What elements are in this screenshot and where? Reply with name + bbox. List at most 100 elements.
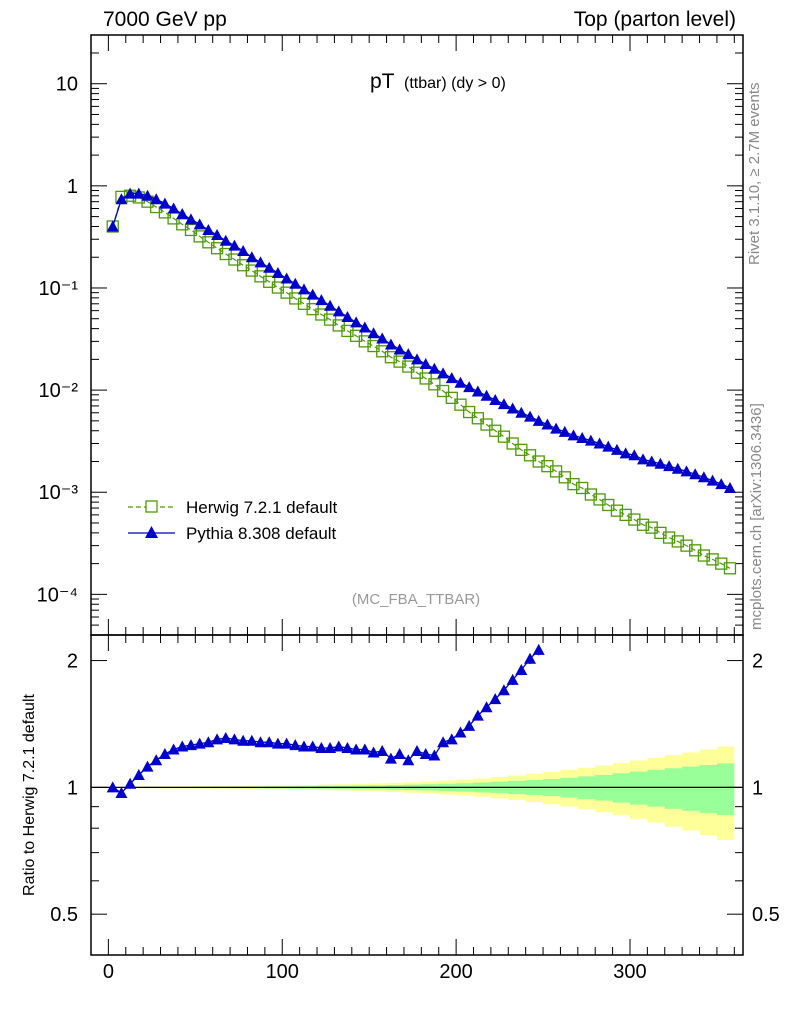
ratio-point (402, 754, 415, 766)
x-tick-label: 200 (439, 961, 472, 983)
main-frame (90, 34, 744, 636)
ratio-point (132, 768, 145, 780)
pythia-point (115, 193, 128, 205)
herwig-point (662, 531, 676, 544)
ratio-point (358, 743, 371, 755)
ratio-point (324, 742, 337, 754)
pythia-point (645, 455, 658, 467)
pythia-point (176, 208, 189, 220)
y-tick-label: 10⁻¹ (39, 278, 79, 300)
ratio-point (306, 740, 319, 752)
herwig-point (654, 526, 667, 540)
herwig-point (706, 553, 719, 566)
pythia-point (297, 283, 310, 295)
pythia-point (463, 381, 476, 393)
pythia-point (454, 376, 467, 388)
pythia-point (254, 256, 267, 268)
herwig-point (576, 481, 589, 495)
ratio-point (193, 737, 206, 749)
pythia-point (384, 338, 397, 350)
ratio-ylabel: Ratio to Herwig 7.2.1 default (21, 694, 38, 896)
pythia-point (689, 468, 702, 480)
pythia-point (706, 474, 719, 486)
y-tick-label: 10⁻⁴ (37, 584, 78, 606)
ratio-point (393, 748, 406, 760)
pythia-point (497, 398, 510, 410)
herwig-point (436, 384, 450, 398)
ratio-line (112, 649, 540, 794)
pythia-point (184, 213, 197, 225)
ratio-point (141, 760, 154, 772)
pythia-point (619, 447, 632, 459)
pythia-point (228, 239, 241, 251)
ratio-y-tick-label-left: 2 (67, 651, 78, 673)
pythia-point (280, 272, 293, 284)
band-outer (108, 746, 735, 841)
pythia-point (576, 431, 589, 443)
legend-herwig-marker (145, 500, 158, 513)
x-tick-label: 100 (266, 961, 299, 983)
pythia-point (263, 261, 276, 273)
pythia-point (271, 267, 284, 279)
ratio-point (428, 749, 441, 761)
x-tick-label: 300 (613, 961, 646, 983)
pythia-point (654, 457, 667, 469)
pythia-point (124, 187, 137, 199)
ratio-point (532, 643, 545, 655)
pythia-point (367, 327, 380, 339)
main-ticks: 10 1 10⁻¹ 10⁻² 10⁻³ 10⁻⁴ (37, 34, 743, 636)
pythia-point (376, 332, 389, 344)
herwig-point (184, 223, 198, 237)
pythia-point (167, 202, 180, 214)
pythia-point (480, 389, 493, 401)
ratio-point (384, 752, 397, 764)
ratio-point (489, 693, 502, 705)
ratio-point (445, 733, 458, 745)
herwig-point (715, 557, 728, 570)
main-series (106, 187, 737, 575)
header-left: 7000 GeV pp (103, 8, 227, 31)
ratio-point (150, 754, 163, 766)
ratio-point (497, 684, 510, 696)
plot-title-sub: (ttbar) (dy > 0) (404, 75, 506, 92)
herwig-line (112, 195, 731, 569)
ratio-point (263, 736, 276, 748)
pythia-point (628, 449, 641, 461)
ratio-point (245, 734, 258, 746)
herwig-point (671, 535, 684, 548)
pythia-point (132, 187, 145, 199)
ratio-point (454, 726, 467, 738)
pythia-point (324, 299, 337, 311)
pythia-point (471, 385, 484, 397)
pythia-point (524, 410, 537, 422)
legend-pythia-label: Pythia 8.308 default (186, 524, 337, 543)
pythia-point (315, 294, 328, 306)
pythia-point (411, 353, 423, 365)
herwig-point (567, 477, 580, 491)
pythia-point (150, 193, 163, 205)
herwig-point (723, 562, 737, 575)
pythia-point (584, 434, 597, 446)
ratio-y-tick-label-right: 2 (752, 651, 763, 673)
pythia-point (332, 305, 345, 317)
ratio-point (350, 743, 363, 755)
ratio-point (341, 742, 354, 754)
header-right: Top (parton level) (573, 8, 736, 31)
ratio-point (411, 744, 423, 756)
ratio-point (219, 731, 232, 743)
pythia-point (428, 362, 441, 374)
band-inner (108, 763, 735, 815)
legend: Herwig 7.2.1 default Pythia 8.308 defaul… (128, 498, 337, 543)
ratio-point (463, 719, 476, 731)
ratio-panel: 2 2 1 1 0.5 0.5 0 100 200 300 Ratio to Herwig 7.2… (21, 634, 780, 983)
herwig-point (497, 430, 511, 443)
y-tick-label: 10⁻³ (39, 482, 79, 504)
pythia-point (532, 414, 545, 426)
ratio-point (332, 740, 345, 752)
pythia-point (402, 348, 415, 360)
ratio-point (280, 737, 293, 749)
ratio-point (176, 740, 189, 752)
pythia-point (671, 462, 684, 474)
ratio-point (237, 734, 250, 746)
